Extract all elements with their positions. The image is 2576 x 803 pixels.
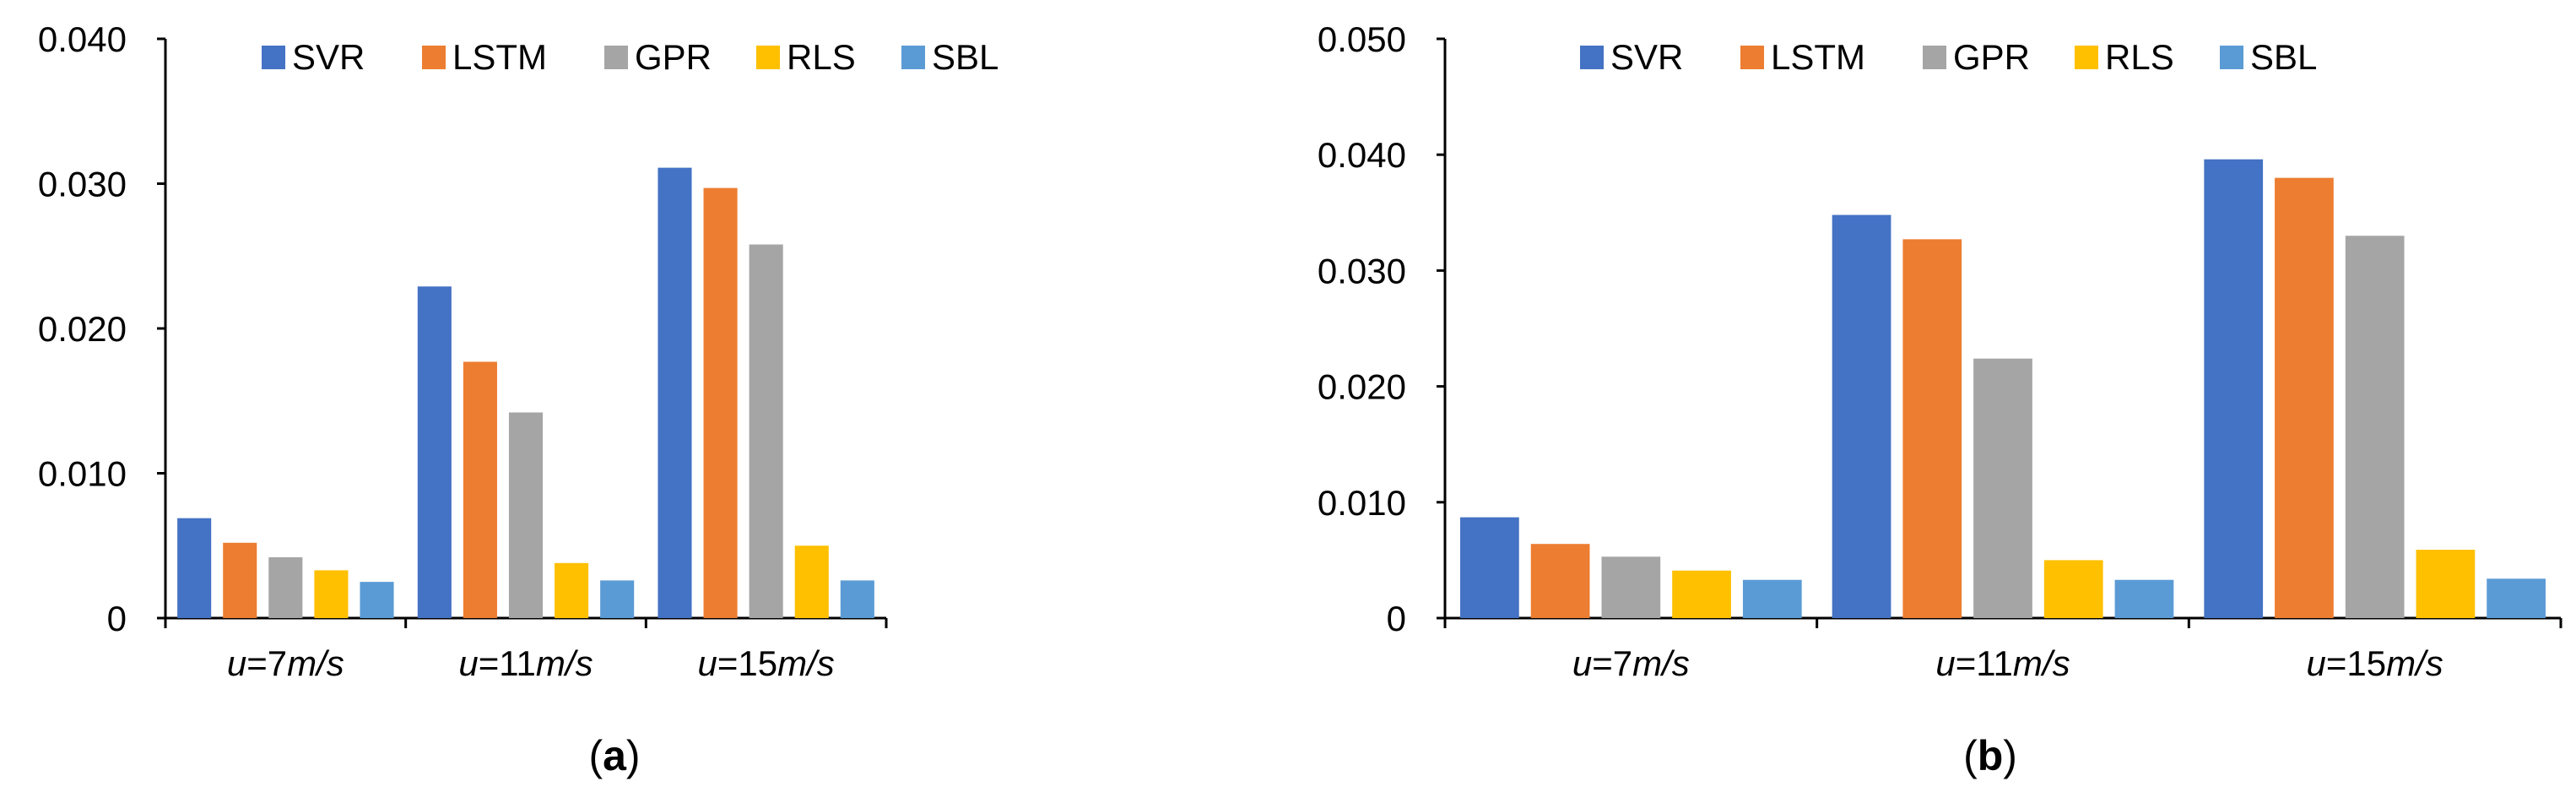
- legend-label-sbl: SBL: [932, 37, 998, 77]
- y-tick-label: 0.010: [1318, 483, 1406, 523]
- legend-label-svr: SVR: [292, 37, 365, 77]
- legend-swatch-rls: [2075, 46, 2098, 69]
- y-tick-label: 0.040: [1318, 135, 1406, 175]
- y-tick-label: 0.030: [1318, 251, 1406, 290]
- bar-gpr-2: [1973, 358, 2032, 618]
- bar-svr-1: [1460, 517, 1519, 618]
- y-tick-label: 0.040: [38, 19, 127, 59]
- bar-svr-3: [658, 167, 692, 618]
- bar-svr-2: [417, 286, 452, 618]
- bar-rls-2: [555, 562, 589, 618]
- legend-swatch-sbl: [2220, 46, 2243, 69]
- legend-swatch-gpr: [604, 46, 628, 69]
- legend-swatch-lstm: [422, 46, 446, 69]
- y-tick-label: 0: [1387, 599, 1406, 638]
- legend-swatch-rls: [756, 46, 780, 69]
- bar-rls-1: [314, 570, 349, 618]
- x-tick-label: u=7m/s: [227, 643, 344, 683]
- bar-gpr-3: [749, 244, 783, 618]
- y-tick-label: 0.010: [38, 454, 127, 494]
- legend-label-svr: SVR: [1610, 37, 1683, 77]
- bar-rls-2: [2043, 560, 2103, 618]
- x-tick-label: u=11m/s: [1935, 643, 2070, 683]
- legend-label-rls: RLS: [2105, 37, 2174, 77]
- y-tick-label: 0.020: [1318, 367, 1406, 407]
- legend-label-gpr: GPR: [1953, 37, 2030, 77]
- bar-gpr-3: [2345, 236, 2405, 618]
- y-tick-label: 0: [107, 599, 127, 638]
- legend-label-lstm: LSTM: [1771, 37, 1865, 77]
- bar-sbl-3: [2487, 578, 2546, 618]
- panel-label: (b): [1963, 732, 2017, 779]
- x-tick-label: u=7m/s: [1572, 643, 1690, 683]
- bar-svr-3: [2204, 159, 2264, 619]
- legend-swatch-svr: [262, 46, 285, 69]
- bar-lstm-1: [1530, 544, 1590, 618]
- y-tick-label: 0.020: [38, 309, 127, 349]
- legend-swatch-lstm: [1740, 46, 1764, 69]
- bar-sbl-1: [360, 582, 394, 618]
- bar-sbl-2: [600, 580, 635, 618]
- x-tick-label: u=15m/s: [698, 643, 835, 683]
- bar-gpr-1: [1601, 556, 1661, 618]
- bar-lstm-3: [2275, 177, 2334, 618]
- bar-sbl-2: [2114, 579, 2174, 618]
- legend-label-gpr: GPR: [635, 37, 712, 77]
- bar-sbl-1: [1742, 579, 1802, 618]
- bar-lstm-3: [703, 187, 738, 618]
- bar-gpr-1: [268, 556, 303, 618]
- bar-lstm-2: [463, 361, 497, 618]
- legend-label-lstm: LSTM: [452, 37, 547, 77]
- chart-panel-b: 0 0.010 0.020 0.030 0.040 0.050 u=7m/s u=11m/s u…: [1318, 19, 2562, 779]
- bar-svr-1: [177, 518, 212, 618]
- bar-lstm-2: [1902, 239, 1962, 618]
- legend-label-rls: RLS: [787, 37, 856, 77]
- bar-rls-3: [794, 545, 829, 618]
- bar-sbl-3: [840, 580, 874, 618]
- legend-swatch-svr: [1580, 46, 1604, 69]
- bar-lstm-1: [223, 542, 257, 618]
- bar-svr-2: [1832, 214, 1891, 618]
- bar-rls-1: [1672, 570, 1731, 618]
- x-tick-label: u=15m/s: [2307, 643, 2443, 683]
- bar-rls-3: [2416, 550, 2476, 618]
- legend-swatch-gpr: [1923, 46, 1946, 69]
- x-tick-label: u=11m/s: [458, 643, 593, 683]
- chart-panel-a: 0 0.010 0.020 0.030 0.040 u=7m/s u=11m/s u=15m/…: [38, 19, 999, 779]
- y-tick-label: 0.030: [38, 165, 127, 204]
- y-tick-label: 0.050: [1318, 19, 1406, 59]
- legend-label-sbl: SBL: [2250, 37, 2317, 77]
- bar-gpr-2: [508, 412, 544, 618]
- panel-label: (a): [588, 732, 640, 779]
- legend-swatch-sbl: [901, 46, 925, 69]
